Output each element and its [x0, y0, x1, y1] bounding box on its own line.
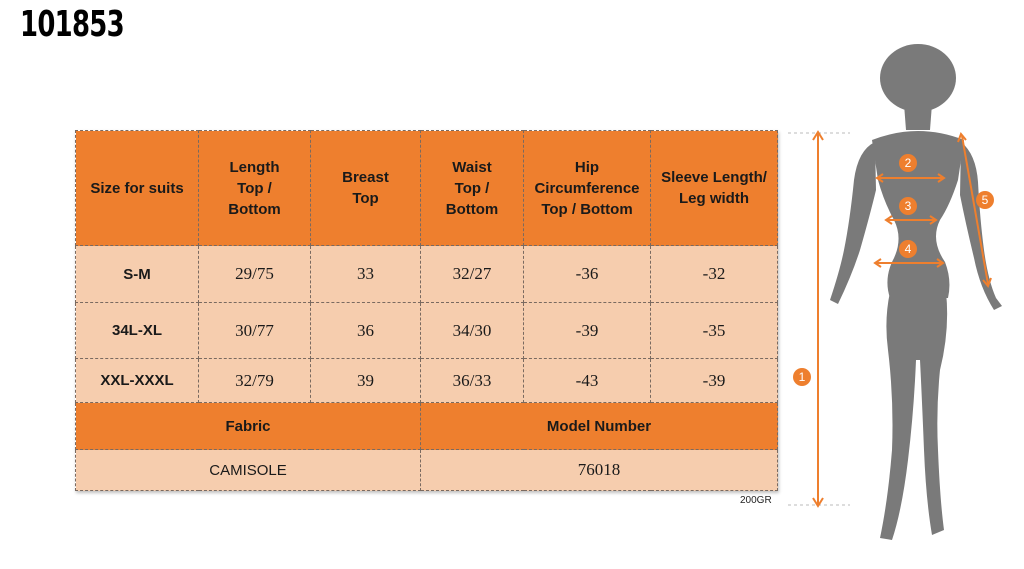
bust-measure: [875, 173, 946, 183]
hip-cell: -43: [523, 358, 651, 403]
hip-cell: -39: [523, 302, 651, 359]
sleeve-measure: [957, 132, 992, 288]
fabric-value: CAMISOLE: [75, 449, 421, 491]
header-length: Length Top / Bottom: [198, 130, 311, 246]
svg-text:1: 1: [799, 370, 806, 384]
svg-text:4: 4: [905, 242, 912, 256]
size-chart-table: Size for suits Length Top / Bottom Breas…: [75, 130, 778, 491]
size-cell: S-M: [75, 245, 199, 303]
size-cell: 34L-XL: [75, 302, 199, 359]
header-row: Size for suits Length Top / Bottom Breas…: [75, 130, 778, 246]
product-code: 101853: [20, 4, 125, 45]
weight-note: 200GR: [740, 495, 772, 506]
footer-data-row: CAMISOLE 76018: [75, 449, 778, 491]
marker-5: 5: [976, 191, 994, 209]
header-hip: Hip Circumference Top / Bottom: [523, 130, 651, 246]
height-measure: [788, 130, 850, 508]
marker-4: 4: [899, 240, 917, 258]
model-number-label: Model Number: [420, 402, 778, 450]
marker-1: 1: [793, 368, 811, 386]
svg-text:5: 5: [982, 193, 989, 207]
breast-cell: 33: [310, 245, 421, 303]
marker-2: 2: [899, 154, 917, 172]
breast-cell: 36: [310, 302, 421, 359]
sleeve-cell: -32: [650, 245, 778, 303]
header-sleeve: Sleeve Length/ Leg width: [650, 130, 778, 246]
hip-cell: -36: [523, 245, 651, 303]
marker-3: 3: [899, 197, 917, 215]
silhouette-image: [830, 44, 1002, 540]
waist-cell: 34/30: [420, 302, 524, 359]
length-cell: 32/79: [198, 358, 311, 403]
waist-cell: 32/27: [420, 245, 524, 303]
table-row: XXL-XXXL 32/79 39 36/33 -43 -39: [75, 358, 778, 403]
body-measurement-figure: 1 2 3 4 5: [788, 44, 1002, 540]
waist-measure: [884, 215, 938, 225]
model-number-value: 76018: [420, 449, 778, 491]
header-breast: Breast Top: [310, 130, 421, 246]
breast-cell: 39: [310, 358, 421, 403]
sleeve-cell: -39: [650, 358, 778, 403]
hip-measure: [873, 258, 945, 268]
size-cell: XXL-XXXL: [75, 358, 199, 403]
waist-cell: 36/33: [420, 358, 524, 403]
footer-header-row: Fabric Model Number: [75, 402, 778, 450]
table-row: 34L-XL 30/77 36 34/30 -39 -35: [75, 302, 778, 359]
svg-text:3: 3: [905, 199, 912, 213]
svg-text:2: 2: [905, 156, 912, 170]
fabric-label: Fabric: [75, 402, 421, 450]
header-waist: Waist Top / Bottom: [420, 130, 524, 246]
table-row: S-M 29/75 33 32/27 -36 -32: [75, 245, 778, 303]
sleeve-cell: -35: [650, 302, 778, 359]
length-cell: 29/75: [198, 245, 311, 303]
header-size: Size for suits: [75, 130, 199, 246]
length-cell: 30/77: [198, 302, 311, 359]
